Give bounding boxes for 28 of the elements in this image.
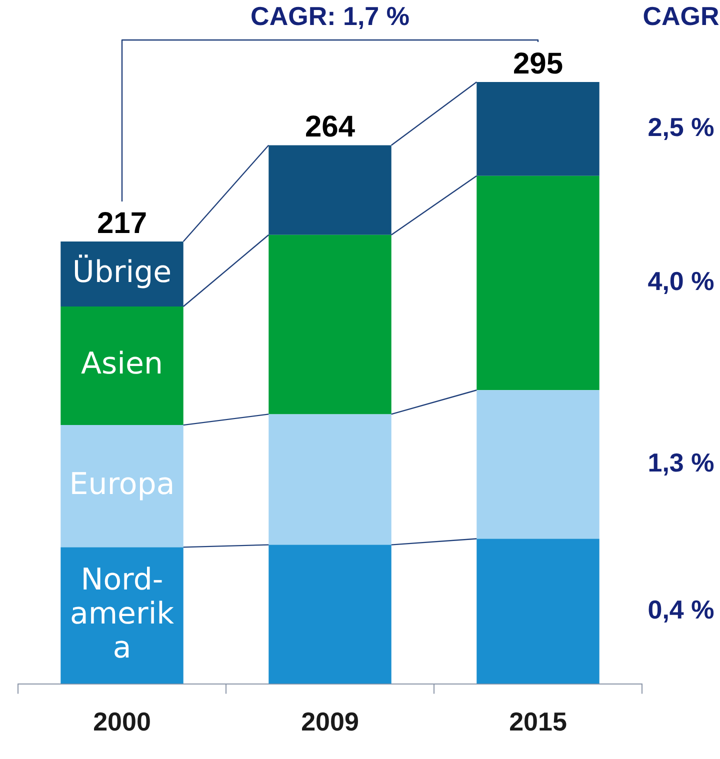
bar <box>476 538 600 684</box>
series-label: Übrige <box>72 254 172 290</box>
bar <box>268 544 392 684</box>
series-label: Nord-amerika <box>70 562 175 666</box>
bar <box>60 242 184 306</box>
bar <box>476 390 600 539</box>
text: 2,5 % <box>648 112 714 142</box>
x-tick-label: 2015 <box>509 706 567 737</box>
bar <box>476 82 600 176</box>
text: 4,0 % <box>648 266 714 296</box>
series-label: Asien <box>81 346 163 382</box>
bar <box>60 425 184 548</box>
x-tick-label: 2000 <box>93 706 151 737</box>
bar <box>60 547 184 684</box>
bar <box>476 176 600 390</box>
series-label: Europa <box>69 466 175 502</box>
text: CAGR <box>642 1 720 32</box>
bar <box>268 145 392 235</box>
text: 0,4 % <box>648 594 714 624</box>
annotation: 264 <box>304 110 356 144</box>
bar <box>268 234 392 414</box>
bar <box>268 414 392 545</box>
bar <box>60 306 184 426</box>
text: CAGR: 1,7 % <box>250 1 410 32</box>
x-tick-label: 2009 <box>301 706 359 737</box>
text: 1,3 % <box>648 448 714 478</box>
annotation: 217 <box>96 206 148 240</box>
annotation: 295 <box>512 47 564 80</box>
